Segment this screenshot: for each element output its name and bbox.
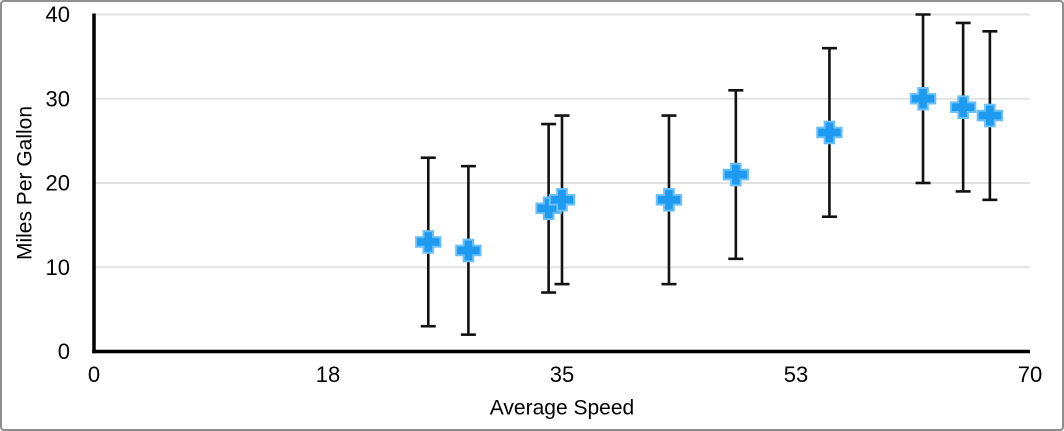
y-tick-label: 30 [46,86,70,111]
data-point-marker[interactable] [722,162,750,187]
data-point-marker[interactable] [976,103,1004,128]
data-point-marker[interactable] [415,230,442,254]
x-tick-label: 53 [784,362,808,387]
y-tick-label: 0 [58,339,70,364]
y-tick-label: 40 [46,2,70,27]
x-tick-label: 35 [550,362,574,387]
data-point-marker[interactable] [909,86,937,111]
data-point-marker[interactable] [949,95,977,119]
y-tick-label: 20 [46,171,70,196]
x-tick-label: 70 [1018,362,1042,387]
y-axis-title: Miles Per Gallon [13,105,37,261]
x-axis-title: Average Speed [489,396,635,420]
data-point-marker[interactable] [816,120,843,145]
data-point-marker[interactable] [548,188,576,212]
x-tick-label: 0 [88,362,100,387]
data-point-marker[interactable] [455,238,482,263]
data-point-marker[interactable] [655,188,683,212]
data-point-marker[interactable] [535,196,562,221]
x-tick-label: 18 [316,362,340,387]
y-tick-label: 10 [46,255,70,280]
